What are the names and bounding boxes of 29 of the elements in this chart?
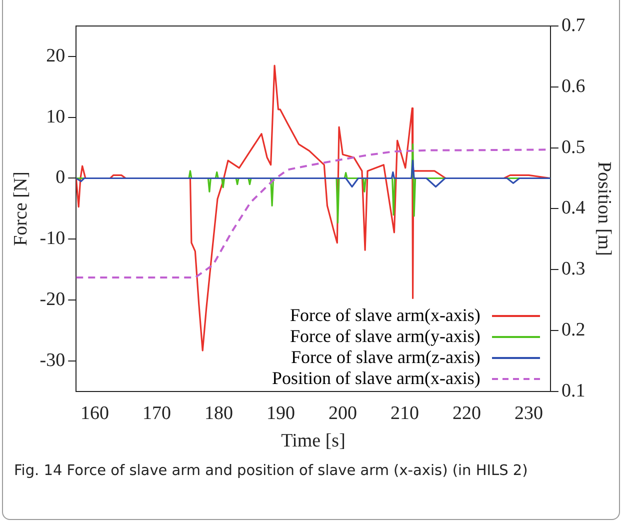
y2-tick-label: 0.1 (561, 380, 586, 402)
legend-label: Force of slave arm(x-axis) (290, 305, 480, 326)
y2-tick-label: 0.2 (561, 319, 586, 340)
y-axis-title: Force [N] (10, 172, 32, 246)
y2-axis-title: Position [m] (594, 161, 615, 256)
y-tick-label: -30 (40, 350, 66, 371)
y-tick-label: -10 (40, 228, 66, 250)
caption: Fig. 14 Force of slave arm and position of slave arm (x-axis) (in HILS 2) (14, 462, 529, 481)
x-tick-label: 190 (266, 402, 295, 424)
x-tick-label: 210 (390, 402, 419, 424)
y2-tick-label: 0.5 (561, 136, 586, 158)
legend-label: Position of slave arm(x-axis) (272, 368, 480, 390)
x-tick-label: 160 (80, 402, 109, 424)
legend-label: Force of slave arm(z-axis) (291, 347, 480, 368)
y-tick-label: 10 (46, 106, 66, 128)
x-tick-label: 200 (328, 402, 357, 424)
y-tick-label: -20 (40, 289, 66, 310)
y2-tick-label: 0.7 (561, 14, 586, 36)
y-tick-label: 0 (56, 167, 66, 188)
x-tick-label: 230 (514, 402, 543, 424)
x-tick-label: 170 (142, 402, 171, 424)
y2-tick-label: 0.3 (561, 258, 586, 280)
y-tick-label: 20 (46, 45, 66, 66)
y2-tick-label: 0.4 (561, 198, 586, 219)
legend-label: Force of slave arm(y-axis) (290, 326, 480, 348)
x-tick-label: 180 (204, 402, 233, 424)
x-tick-label: 220 (452, 402, 481, 424)
y2-tick-label: 0.6 (561, 76, 586, 97)
x-axis-title: Time [s] (281, 430, 346, 452)
